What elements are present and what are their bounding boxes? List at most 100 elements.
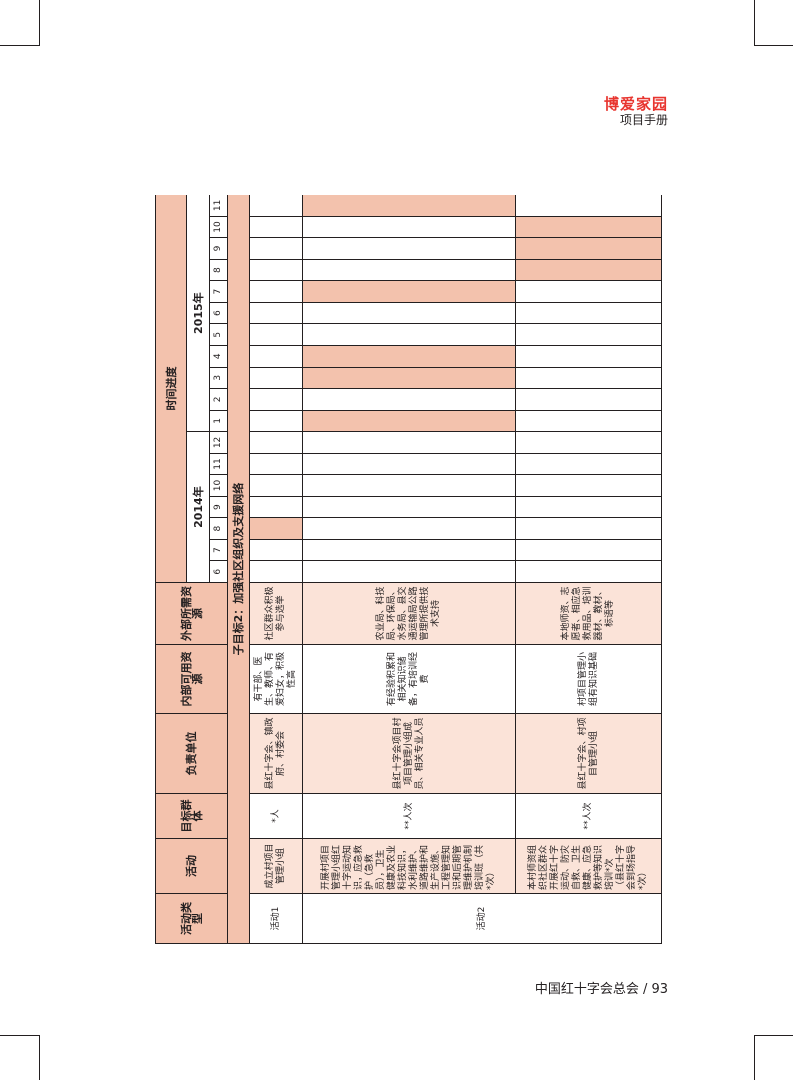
header-external: 外部所需资源 [155,582,228,645]
row-internal: 有干部、医生、教师、有爱妇女，积极性高 [249,644,303,714]
crop-mark [754,45,793,46]
gantt-cell [515,474,662,497]
month-2015: 11 [209,195,228,217]
row-unit: 县红十字会、镇政府、村委会 [249,713,303,794]
gantt-cell [249,560,303,583]
gantt-cell [249,216,303,238]
gantt-cell [302,474,516,497]
row-external: 农业局、科技局、环保局、水务局、县交通运输局公路管理所提供技术支持 [302,582,516,645]
crop-mark [0,1035,40,1036]
row-internal: 有经验积累和相关知识储备，有培训经费 [302,644,516,714]
month-2015: 8 [209,259,228,281]
gantt-cell [249,367,303,389]
gantt-cell [302,560,516,583]
gantt-cell-active [302,410,516,432]
header-internal: 内部可用资源 [155,644,228,714]
gantt-cell [249,453,303,475]
gantt-cell [249,474,303,497]
gantt-cell [249,431,303,454]
month-2015: 10 [209,216,228,238]
row-unit: 县红十字会、村项目管理小组 [515,713,662,794]
gantt-cell [249,237,303,260]
header-year-2014: 2014年 [186,431,210,583]
table-row: 活动2 开展村项目管理小组红十字运动知识，应急救护（急救员），卫生健康及农业科技… [302,195,662,944]
gantt-cell [302,431,516,454]
gantt-cell [302,453,516,475]
gantt-cell-active [302,367,516,389]
activity-plan-table: 活动类型 活动 目标群体 负责单位 内部可用资源 外部所需资源 时间进度 201… [155,195,662,944]
section-title: 子目标2：加强社区组织及支援网络 [227,195,250,944]
gantt-cell [515,302,662,324]
row-internal: 村项目管理小组有知识基础 [515,644,662,714]
brand-title: 博爱家园 [603,95,668,113]
table-row: 本村师资组织社区群众开展红十字运动、防灾自救、卫生健康、应急救护等知识培训*次（… [515,195,662,944]
header-unit: 负责单位 [155,713,228,794]
gantt-cell [515,367,662,389]
gantt-cell-active [515,237,662,260]
row-target: *人 [249,793,303,839]
header-activity: 活动 [155,838,228,894]
gantt-cell [249,302,303,324]
footer-page-number: 中国红十字会总会 / 93 [534,982,668,997]
month-2015: 9 [209,237,228,260]
crop-mark [39,0,40,46]
crop-mark [39,1035,40,1080]
brand-subtitle: 项目手册 [619,113,668,127]
gantt-cell-active [249,517,303,540]
month-2015: 4 [209,345,228,368]
gantt-cell [249,259,303,281]
gantt-cell [302,237,516,260]
month-2015: 6 [209,302,228,324]
gantt-cell [302,302,516,324]
gantt-cell [515,345,662,368]
gantt-cell-active [302,195,516,217]
row-activity: 开展村项目管理小组红十字运动知识，应急救护（急救员），卫生健康及农业科技知识，水… [302,838,516,894]
gantt-cell [249,280,303,303]
row-external: 社区群众积极参与选举 [249,582,303,645]
row-activity: 本村师资组织社区群众开展红十字运动、防灾自救、卫生健康、应急救护等知识培训*次（… [515,838,662,894]
gantt-cell [302,259,516,281]
gantt-cell [249,388,303,411]
gantt-cell [249,496,303,518]
gantt-cell [249,410,303,432]
gantt-cell [302,216,516,238]
row-target: **人次 [302,793,516,839]
gantt-cell [302,388,516,411]
gantt-cell [249,323,303,346]
gantt-cell [515,539,662,561]
month-2015: 1 [209,410,228,432]
gantt-cell-active [515,259,662,281]
month-2014: 7 [209,539,228,561]
row-unit: 县红十字会项目村项目管理小组成员、相关专业人员 [302,713,516,794]
crop-mark [754,1035,755,1080]
gantt-cell [515,388,662,411]
month-2014: 12 [209,431,228,454]
header-target: 目标群体 [155,793,228,839]
gantt-cell [302,496,516,518]
gantt-cell [302,539,516,561]
gantt-cell [515,453,662,475]
crop-mark [754,0,755,46]
month-2014: 9 [209,496,228,518]
row-type: 活动2 [302,893,662,944]
month-2015: 3 [209,367,228,389]
month-2014: 6 [209,560,228,583]
month-2014: 10 [209,474,228,497]
rotated-table-wrapper: 活动类型 活动 目标群体 负责单位 内部可用资源 外部所需资源 时间进度 201… [155,195,668,944]
gantt-cell-active [302,280,516,303]
header-type: 活动类型 [155,893,228,944]
crop-mark [754,1035,793,1036]
gantt-cell [515,517,662,540]
month-2014: 11 [209,453,228,475]
gantt-cell-active [302,345,516,368]
row-external: 本地师资、志愿者、相应急救用品、培训器材、教材、标语等 [515,582,662,645]
month-2015: 7 [209,280,228,303]
row-type: 活动1 [249,893,303,944]
gantt-cell [515,496,662,518]
gantt-cell [249,345,303,368]
rotated-table-frame: 活动类型 活动 目标群体 负责单位 内部可用资源 外部所需资源 时间进度 201… [155,195,668,944]
gantt-cell [515,560,662,583]
gantt-cell [515,431,662,454]
month-2015: 5 [209,323,228,346]
gantt-cell [249,539,303,561]
